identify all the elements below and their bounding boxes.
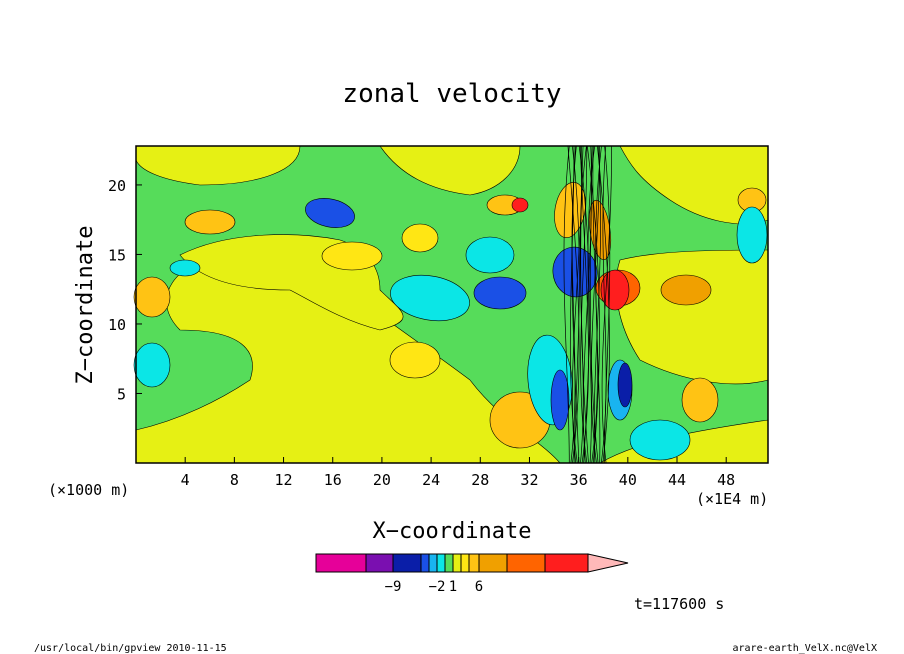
contour-region: [401, 223, 439, 253]
y-tick-label: 20: [108, 177, 126, 195]
contour-line: [580, 145, 589, 464]
x-tick-label: 40: [619, 471, 637, 489]
contour-line: [589, 145, 599, 464]
colorbar: [315, 553, 629, 573]
colorbar-segment: [444, 553, 454, 573]
colorbar-segment: [420, 553, 430, 573]
y-axis: 5 10 15 20: [108, 177, 142, 403]
contour-region: [473, 276, 527, 310]
y-tick-label: 10: [108, 316, 126, 334]
colorbar-segment: [436, 553, 446, 573]
contour-line: [590, 145, 601, 464]
contour-region: [511, 197, 529, 213]
contour-region: [681, 377, 719, 423]
x-tick-label: 20: [373, 471, 391, 489]
x-tick-label: 24: [422, 471, 440, 489]
contour-line: [595, 145, 602, 464]
contour-fill: [133, 145, 769, 464]
x-tick-label: 16: [324, 471, 342, 489]
contour-region: [554, 182, 586, 238]
colorbar-segment: [544, 553, 589, 573]
contour-line: [572, 145, 580, 464]
contour-region: [615, 249, 769, 385]
contour-region: [390, 274, 470, 322]
colorbar-segment: [428, 553, 438, 573]
x-tick-label: 44: [668, 471, 686, 489]
colorbar-segment: [468, 553, 480, 573]
contour-region: [135, 145, 301, 186]
contour-region: [321, 241, 383, 271]
contour-region: [133, 342, 171, 388]
chart-title: zonal velocity: [342, 79, 561, 109]
colorbar-label: −9: [385, 579, 402, 595]
colorbar-segment: [392, 553, 422, 573]
x-axis: 4 8 12 16 20 24 28 32 36 40 44 48: [181, 457, 735, 489]
colorbar-segment: [315, 553, 367, 573]
contour-region: [389, 341, 441, 379]
contour-line: [567, 145, 580, 464]
footer-right: arare-earth_VelX.nc@VelX: [733, 643, 878, 654]
colorbar-segment: [506, 553, 546, 573]
colorbar-extension-arrow: [587, 553, 629, 573]
y-tick-label: 5: [117, 385, 126, 403]
x-tick-label: 36: [570, 471, 588, 489]
contour-line: [563, 145, 570, 464]
contour-region: [379, 145, 521, 196]
contour-line: [601, 145, 612, 464]
contour-line: [587, 145, 600, 464]
contour-region: [305, 198, 355, 228]
y-tick-label: 15: [108, 246, 126, 264]
colorbar-label: 6: [475, 579, 483, 595]
time-label: t=117600 s: [634, 595, 724, 613]
colorbar-segment: [452, 553, 462, 573]
plot-frame: [135, 145, 769, 464]
y-unit-label: (×1000 m): [48, 481, 129, 499]
x-tick-label: 12: [275, 471, 293, 489]
contour-line: [593, 145, 601, 464]
contour-region: [133, 276, 171, 318]
x-axis-label: X−coordinate: [373, 519, 532, 544]
contour-region: [465, 236, 515, 274]
y-axis-label: Z−coordinate: [73, 226, 98, 385]
contour-line: [571, 145, 580, 464]
colorbar-label: −2: [429, 579, 446, 595]
footer-left: /usr/local/bin/gpview 2010-11-15: [34, 643, 227, 654]
contour-region: [660, 274, 712, 306]
x-tick-label: 48: [717, 471, 735, 489]
contour-region: [550, 369, 570, 431]
contour-region: [184, 209, 236, 235]
contour-region: [617, 362, 633, 408]
contour-region: [629, 419, 691, 461]
contour-line: [587, 145, 596, 464]
contour-region: [169, 259, 201, 277]
x-tick-label: 28: [471, 471, 489, 489]
colorbar-segment: [460, 553, 470, 573]
contour-line: [604, 145, 611, 464]
colorbar-segment: [365, 553, 394, 573]
contour-region: [736, 206, 768, 264]
x-unit-label: (×1E4 m): [696, 490, 768, 508]
plot-area: [133, 145, 769, 464]
colorbar-segment: [478, 553, 508, 573]
x-tick-label: 8: [230, 471, 239, 489]
colorbar-label: 1: [449, 579, 457, 595]
x-tick-label: 4: [181, 471, 190, 489]
colorbar-labels: −9 −2 1 6: [385, 579, 484, 595]
x-tick-label: 32: [520, 471, 538, 489]
